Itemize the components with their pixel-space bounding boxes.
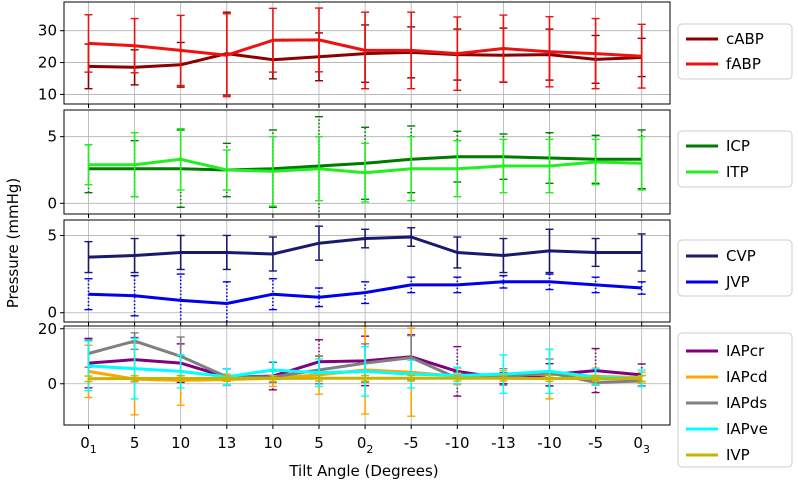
series-line-ITP [88, 157, 642, 175]
y-tick-label: 10 [38, 85, 57, 103]
y-tick-label: 0 [47, 194, 57, 212]
y-tick-label: 0 [47, 304, 57, 322]
y-tick-label: 20 [38, 54, 57, 72]
legend-frame [677, 332, 793, 468]
legend-label: IAPve [726, 420, 768, 438]
series-IAPve [84, 337, 646, 400]
series-IVP [84, 374, 646, 383]
y-axis-label: Pressure (mmHg) [4, 178, 22, 309]
series-line-fABP [88, 38, 642, 58]
series-ITP [84, 127, 646, 207]
x-tick-label: -13 [491, 434, 516, 452]
series-JVP [84, 273, 646, 322]
x-tick-label: -10 [445, 434, 470, 452]
x-tick-label: 10 [263, 434, 282, 452]
series-line-CVP [88, 235, 642, 259]
x-tick-label: 13 [217, 434, 236, 452]
x-axis-label: Tilt Angle (Degrees) [288, 462, 438, 480]
panel-venous: 0 5 CVP JVP [47, 219, 793, 326]
legend-label: IAPcr [726, 342, 765, 360]
legend-label: IAPds [726, 394, 767, 412]
x-tick-label: 5 [314, 434, 324, 452]
grid [64, 220, 670, 322]
series-line-IVP [88, 376, 642, 381]
panel-arterial: 10 20 30 cABP fABP [38, 1, 793, 108]
panel-frame [63, 219, 671, 323]
series-fABP [84, 7, 646, 98]
legend-label: CVP [726, 247, 756, 265]
y-tick-label: 0 [47, 375, 57, 393]
legend-abdominal: IAPcr IAPcd IAPds IAPve IVP [677, 332, 793, 468]
legend-venous: CVP JVP [677, 239, 793, 297]
legend-label: ITP [726, 163, 749, 181]
legend-label: cABP [726, 30, 764, 48]
series-CVP [84, 225, 646, 274]
series-line-IAPve [88, 364, 642, 380]
panel-frame [63, 109, 671, 215]
x-tick-label: 01 [80, 434, 97, 456]
plot-area [84, 326, 646, 417]
panel-intracranial: 0 5 ICP ITP [47, 109, 793, 218]
series-line-JVP [88, 280, 642, 305]
y-tick-label: 5 [47, 226, 57, 244]
x-tick-label: 03 [633, 434, 650, 456]
plot-area [84, 115, 646, 214]
x-tick-label: -5 [588, 434, 603, 452]
y-tick-label: 20 [38, 320, 57, 338]
x-tick-label: 02 [357, 434, 374, 456]
legend-arterial: cABP fABP [677, 23, 793, 80]
legend-label: fABP [726, 55, 761, 73]
x-tick-label: 10 [171, 434, 190, 452]
legend-label: ICP [726, 137, 750, 155]
y-tick-label: 5 [47, 128, 57, 146]
legend-label: JVP [725, 273, 750, 291]
panel-frame [63, 1, 671, 105]
legend-label: IVP [726, 446, 750, 464]
x-tick-labels: 01 5 10 13 10 5 02 -5 -10 -13 -10 -5 03 [80, 434, 650, 456]
x-tick-label: 5 [130, 434, 140, 452]
plot-area [84, 225, 646, 322]
legend-intracranial: ICP ITP [677, 130, 793, 188]
panel-frame [63, 325, 671, 426]
plot-area [84, 7, 646, 98]
y-tick-label: 30 [38, 22, 57, 40]
x-tick-label: -5 [404, 434, 419, 452]
x-tick-label: -10 [537, 434, 562, 452]
legend-label: IAPcd [726, 368, 768, 386]
